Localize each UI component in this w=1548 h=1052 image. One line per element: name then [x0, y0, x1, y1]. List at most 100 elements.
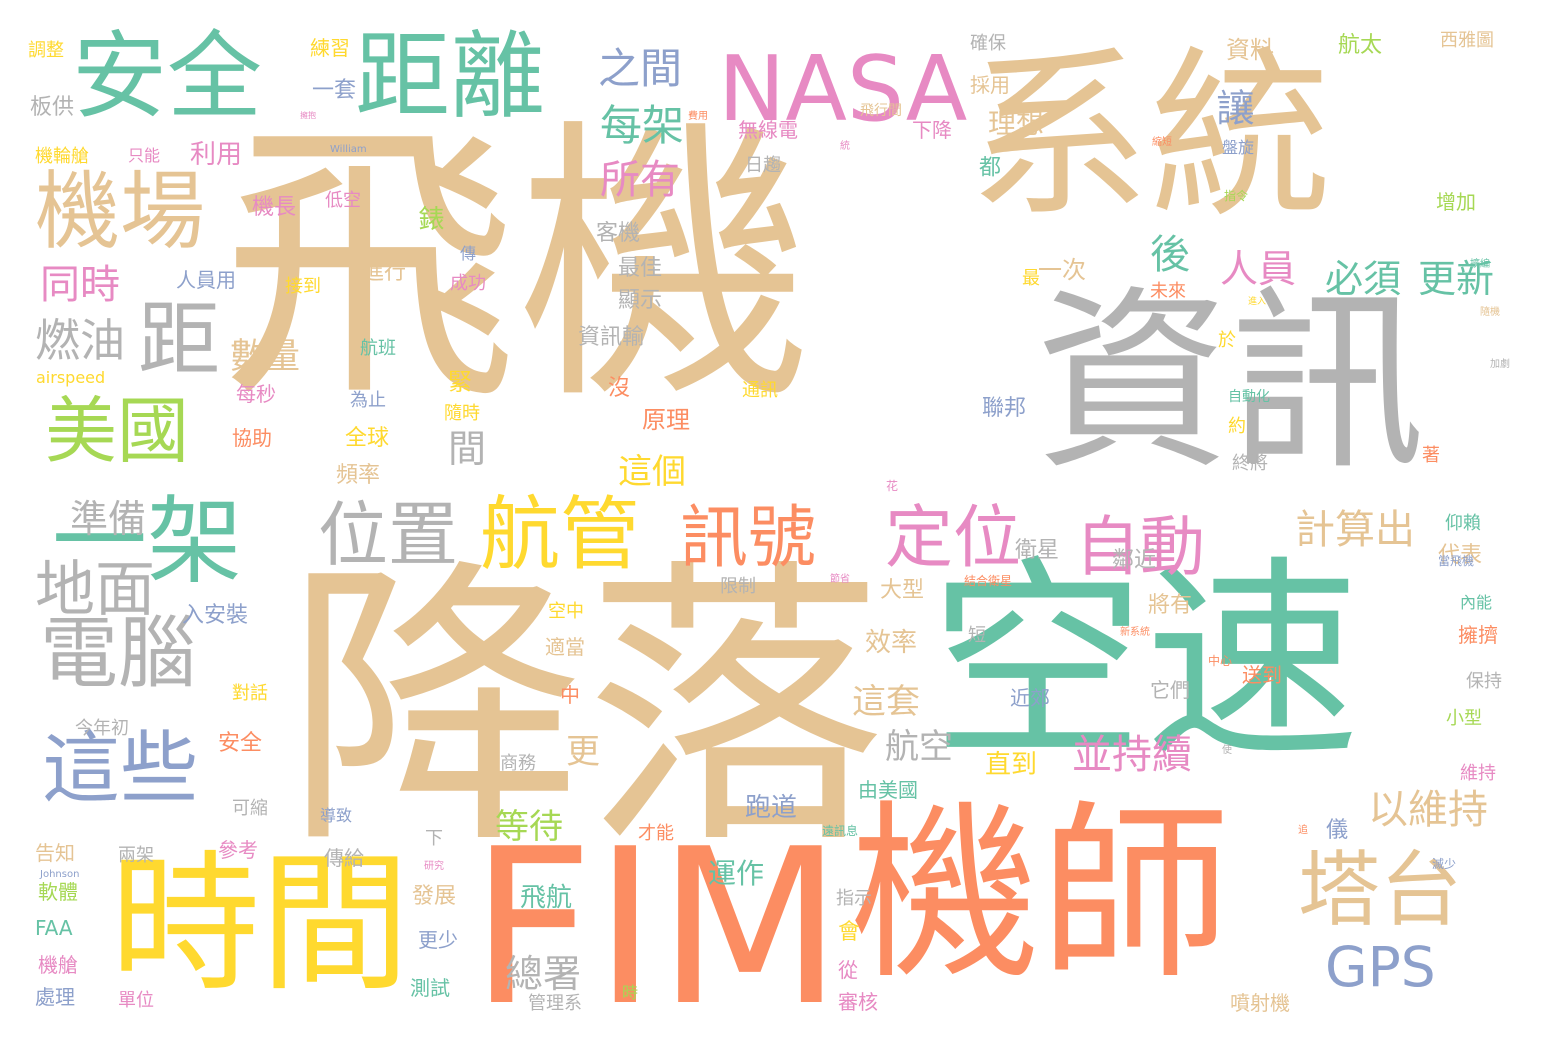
word: FAA [35, 916, 73, 940]
word: 更少 [418, 928, 458, 952]
word: 準備 [70, 497, 147, 541]
word: 隨機 [1480, 307, 1500, 318]
word: 機輪艙 [35, 146, 89, 167]
word: 兩架 [118, 845, 154, 866]
word: 必須 [1325, 257, 1402, 301]
word: 從 [838, 958, 858, 982]
word: 測試 [410, 976, 450, 1000]
word: 確保 [970, 33, 1006, 54]
word: 近郊 [1010, 686, 1050, 710]
word: 花 [886, 479, 899, 493]
word: 對話 [232, 683, 268, 704]
word: 資訊 [1035, 269, 1425, 496]
word: GPS [1325, 935, 1436, 999]
word: 等待 [495, 807, 563, 847]
word: 由美國 [858, 778, 918, 802]
word: 航空 [885, 727, 953, 767]
word: NASA [718, 37, 968, 142]
word: 審核 [838, 990, 878, 1014]
word: 可縮 [232, 798, 268, 819]
word: 原理 [642, 406, 690, 434]
word: 維持 [1460, 763, 1496, 784]
word: 才能 [638, 823, 674, 844]
word: 進行 [362, 260, 407, 285]
word: 隨時 [444, 403, 480, 424]
word: 代表 [1438, 543, 1483, 568]
word: 訊號 [680, 499, 817, 578]
word: 西雅圖 [1440, 30, 1494, 51]
word: 擁擠 [1458, 623, 1498, 647]
word: 航班 [360, 338, 396, 359]
word: 小型 [1446, 708, 1482, 729]
word: 進入 [1248, 297, 1267, 307]
word: 機長 [252, 195, 297, 220]
word: 空中 [548, 601, 584, 622]
word: 未來 [1150, 281, 1186, 302]
word: 追 [1298, 825, 1308, 836]
word: 大型 [880, 578, 925, 603]
word: 機師 [850, 784, 1231, 1005]
word: 增加 [1436, 190, 1476, 214]
word: 節省 [830, 574, 850, 585]
word: 機艙 [38, 953, 78, 977]
word: 下 [425, 828, 443, 849]
word: 傳給 [324, 846, 364, 870]
word: 效率 [865, 628, 918, 658]
word: 通訊 [742, 380, 778, 401]
word: 跑道 [745, 793, 798, 823]
word: 讓 [1210, 88, 1254, 126]
word: William [330, 144, 367, 155]
word: 一次 [1038, 256, 1086, 284]
word: 更 [566, 732, 600, 772]
word: 衛星 [1015, 538, 1060, 563]
word: 全球 [345, 426, 390, 451]
word: 時間 [110, 838, 411, 1012]
word: 會 [838, 920, 861, 945]
word: 研究 [424, 861, 444, 872]
word: 同時 [40, 262, 120, 308]
word: 航太 [1338, 33, 1383, 58]
word: 盤旋 [1222, 138, 1255, 157]
word: 一架 [52, 487, 243, 597]
word: 以維持 [1368, 787, 1488, 833]
word: 顯示 [618, 288, 663, 313]
word: 安全 [218, 731, 263, 756]
word: 縮短 [1152, 137, 1172, 148]
word: 擴編 [1470, 259, 1490, 270]
word: 飛航 [520, 883, 573, 913]
word: 軟體 [38, 880, 78, 904]
word: 理想 [988, 107, 1045, 140]
word: 商務 [500, 753, 536, 774]
word: 後 [1150, 232, 1190, 278]
word: 傳 [457, 245, 476, 261]
word: 緊 [448, 368, 472, 396]
word: 自動 [1075, 510, 1206, 585]
word: 指令 [1224, 189, 1249, 203]
word: 指示 [836, 888, 872, 909]
word: 這個 [618, 452, 686, 492]
word: 一套 [312, 78, 357, 103]
word: 利用 [190, 140, 243, 170]
word: 資料 [1226, 36, 1274, 64]
word: 之間 [598, 44, 683, 93]
word: airspeed [36, 368, 106, 387]
word: 將有 [1148, 593, 1193, 618]
word: 中 [560, 683, 580, 707]
word: 內能 [1460, 593, 1493, 612]
word: 約 [1228, 416, 1246, 437]
word: 滅少 [1432, 857, 1457, 871]
word: 美國 [45, 389, 190, 473]
word: 協助 [232, 426, 272, 450]
word: 人員 [1220, 247, 1297, 291]
word: 遠訊息 [822, 824, 859, 838]
word: 當飛機 [1438, 554, 1475, 568]
word: 為止 [350, 390, 386, 411]
word: 自動化 [1228, 389, 1270, 405]
word: 人員用 [176, 268, 236, 292]
word: 使 [1222, 745, 1232, 756]
word: 定位 [885, 499, 1022, 578]
word: 計算出 [1295, 507, 1415, 553]
word: 結合衛星 [964, 574, 1013, 588]
word: 成功 [450, 273, 486, 294]
